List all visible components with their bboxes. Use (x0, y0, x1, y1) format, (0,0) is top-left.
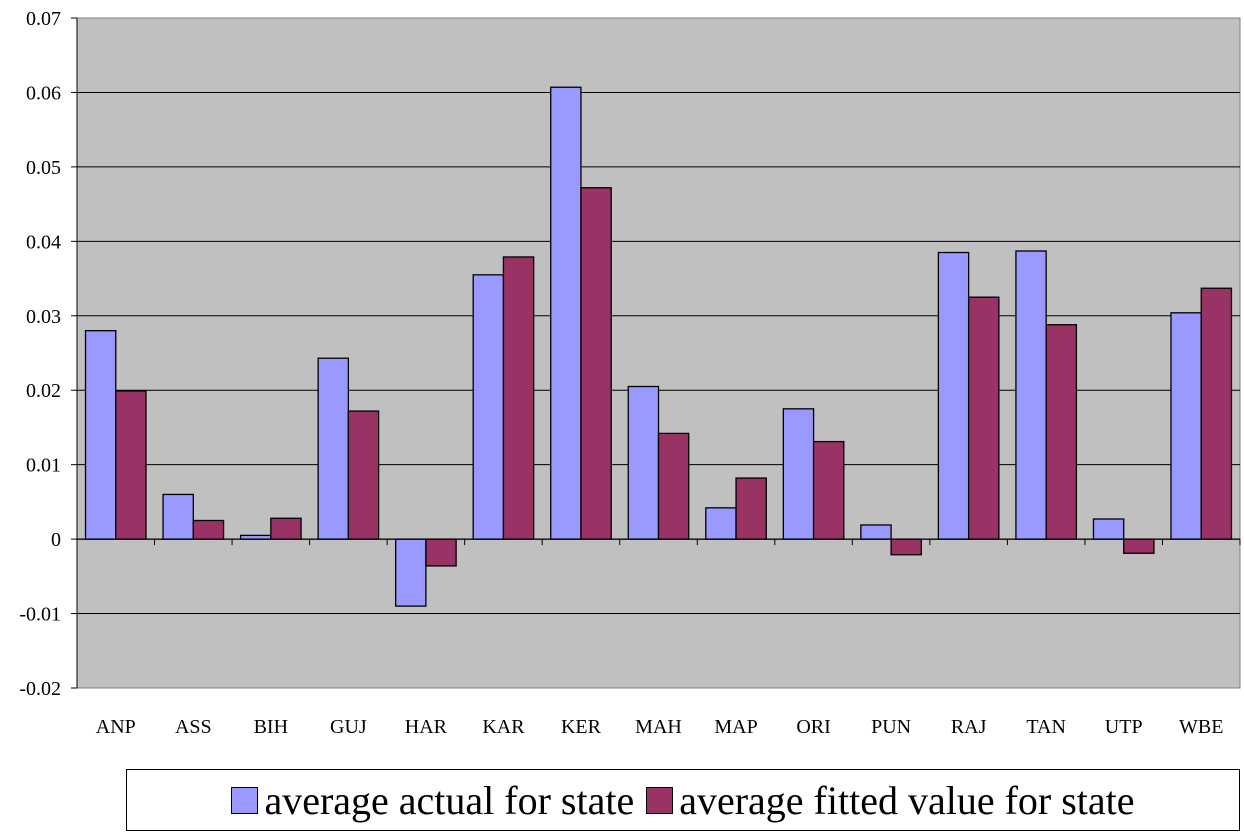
x-tick-label: KER (561, 716, 602, 738)
bar-fitted-anp (115, 390, 147, 540)
bar-fitted-pun (890, 538, 922, 556)
bar-fitted-ass (192, 519, 225, 540)
legend-label-actual: average actual for state (264, 777, 635, 823)
bar-fitted-kar (502, 256, 535, 540)
bar-actual-kar (472, 274, 505, 540)
bar-fitted-mah (657, 432, 690, 540)
bar-chart: -0.02-0.0100.010.020.030.040.050.060.07 … (19, 8, 1241, 738)
bar-fitted-map (735, 477, 767, 540)
bar-fitted-ker (580, 187, 612, 540)
x-tick-label: TAN (1026, 716, 1066, 738)
bar-fitted-raj (967, 296, 1000, 540)
bar-fitted-utp (1123, 538, 1155, 554)
bar-actual-ker (550, 86, 582, 540)
y-tick-label: 0 (51, 529, 61, 551)
y-tick-label: -0.02 (19, 678, 61, 700)
x-tick-labels: ANP ASS BIH GUJ HAR KAR KER MAH MAP ORI PUN RAJ TAN U… (96, 716, 1224, 738)
x-tick-label: WBE (1179, 716, 1223, 738)
bar-actual-anp (84, 330, 117, 540)
x-tick-label: ASS (175, 716, 212, 738)
legend-swatch-actual (231, 786, 259, 814)
legend: average actual for state average fitted … (126, 769, 1240, 831)
x-tick-label: ORI (796, 716, 830, 738)
axes (71, 17, 1241, 689)
bar-actual-ass (162, 493, 194, 540)
bar-actual-tan (1015, 250, 1047, 540)
legend-swatch-fitted (646, 786, 674, 814)
y-tick-labels: -0.02 -0.01 0 0.01 0.02 0.03 0.04 0.05 0.06 0.07 (19, 8, 61, 700)
x-tick-label: HAR (405, 716, 448, 738)
y-tick-label: 0.04 (26, 231, 61, 253)
legend-item-fitted: average fitted value for state (646, 777, 1135, 824)
bar-actual-wbe (1170, 312, 1202, 540)
legend-item-actual: average actual for state (231, 777, 634, 824)
x-tick-label: GUJ (330, 716, 367, 738)
x-tick-label: BIH (254, 716, 288, 738)
legend-label-fitted: average fitted value for state (679, 777, 1135, 823)
y-tick-label: 0.03 (26, 306, 61, 328)
bar-actual-ori (782, 408, 815, 540)
x-tick-label: MAH (635, 716, 682, 738)
bar-fitted-ori (812, 440, 845, 540)
y-tick-label: 0.07 (26, 8, 61, 30)
x-tick-label: MAP (714, 716, 757, 738)
x-tick-label: PUN (871, 716, 911, 738)
bar-actual-guj (317, 357, 350, 540)
bar-actual-map (705, 507, 737, 540)
bar-fitted-tan (1045, 324, 1078, 540)
bar-fitted-guj (347, 410, 380, 540)
x-tick-label: KAR (482, 716, 525, 738)
y-tick-label: 0.05 (26, 157, 61, 179)
x-tick-label: ANP (96, 716, 136, 738)
bar-actual-har (395, 538, 427, 607)
y-tick-label: 0.06 (26, 82, 61, 104)
y-tick-label: 0.01 (26, 455, 61, 477)
bar-actual-utp (1092, 518, 1125, 540)
bar-actual-mah (627, 385, 660, 540)
bar-fitted-wbe (1200, 287, 1233, 540)
bar-actual-pun (860, 524, 892, 540)
x-tick-label: RAJ (951, 716, 987, 738)
bar-actual-raj (937, 251, 970, 540)
bar-fitted-bih (270, 517, 302, 540)
bar-fitted-har (425, 538, 457, 567)
y-tick-label: -0.01 (19, 604, 61, 626)
bars (84, 86, 1233, 607)
y-tick-label: 0.02 (26, 380, 61, 402)
x-tick-label: UTP (1105, 716, 1143, 738)
